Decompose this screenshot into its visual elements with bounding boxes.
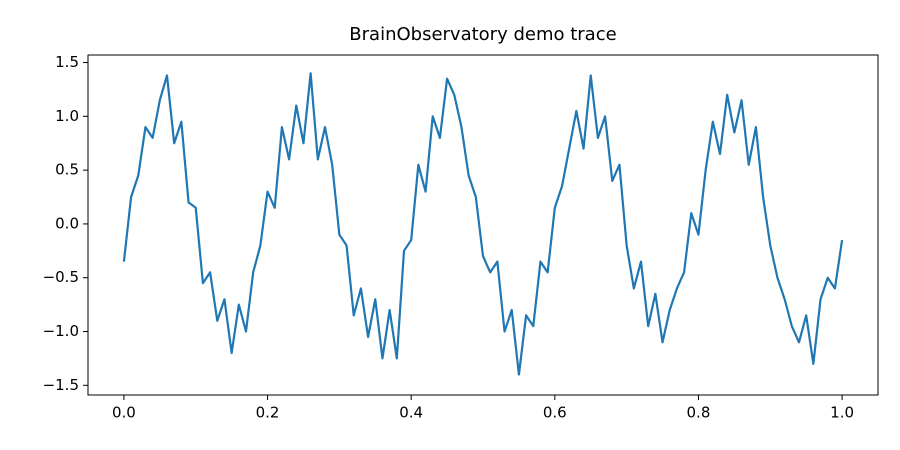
y-tick-label: 1.5 [55,53,79,71]
chart-title: BrainObservatory demo trace [349,24,616,45]
y-tick-label: 1.0 [55,107,79,125]
y-tick-label: −1.5 [43,376,79,394]
x-tick-label: 0.2 [256,404,280,422]
trace-line [122,72,844,376]
x-tick-label: 1.0 [830,404,854,422]
x-tick-label: 0.6 [543,404,567,422]
plot-frame [87,54,879,396]
x-tick-label: 0.0 [112,404,136,422]
y-tick-label: 0.5 [55,161,79,179]
y-tick-label: 0.0 [55,214,79,232]
y-tick-label: −1.0 [43,322,79,340]
x-tick-label: 0.8 [687,404,711,422]
x-tick-label: 0.4 [399,404,423,422]
y-tick-label: −0.5 [43,268,79,286]
